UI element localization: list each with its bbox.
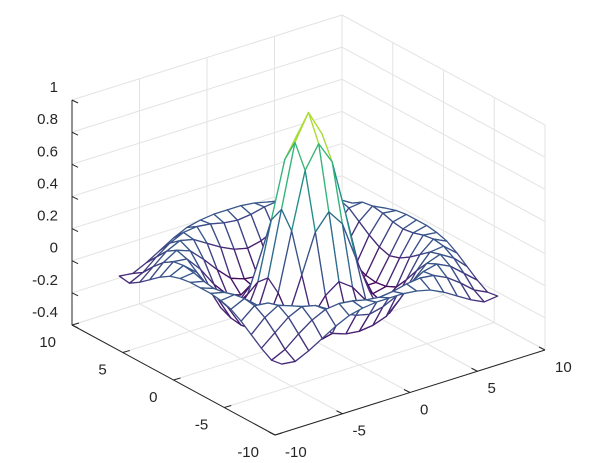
z-tick-label: 0 bbox=[50, 240, 58, 257]
tick-mark bbox=[71, 322, 80, 326]
x-tick-label: -5 bbox=[353, 423, 366, 440]
x-tick-label: -10 bbox=[285, 444, 307, 461]
y-tick-label: -10 bbox=[237, 444, 259, 461]
tick-mark bbox=[268, 431, 276, 436]
y-tick-label: 5 bbox=[98, 361, 106, 378]
grid-line bbox=[341, 14, 546, 126]
tick-mark bbox=[224, 405, 232, 408]
grid-line bbox=[224, 322, 495, 408]
z-tick-label: 0.2 bbox=[37, 208, 58, 225]
tick-mark bbox=[71, 99, 79, 104]
z-tick-label: -0.4 bbox=[32, 304, 58, 321]
grid-line bbox=[341, 78, 546, 190]
tick-mark bbox=[71, 324, 79, 329]
y-tick-label: 0 bbox=[149, 389, 157, 406]
grid-line bbox=[71, 110, 343, 197]
z-tick-label: 0.4 bbox=[37, 175, 58, 192]
z-tick-label: -0.2 bbox=[32, 272, 58, 289]
tick-mark bbox=[71, 195, 79, 200]
grid-line bbox=[71, 46, 343, 133]
grid-line bbox=[341, 175, 546, 287]
tick-mark bbox=[71, 260, 79, 265]
mesh-cell bbox=[270, 348, 296, 365]
grid-line bbox=[341, 110, 546, 222]
grid-line bbox=[341, 143, 546, 255]
tick-mark bbox=[403, 389, 411, 393]
y-tick-label: -5 bbox=[195, 416, 208, 433]
grid-line bbox=[341, 46, 546, 158]
y-tick-label: 10 bbox=[39, 334, 56, 351]
tick-mark bbox=[336, 410, 343, 415]
x-tick-label: 0 bbox=[420, 401, 428, 418]
tick-mark bbox=[274, 432, 283, 436]
tick-mark bbox=[471, 367, 478, 372]
z-tick-label: 0.6 bbox=[37, 143, 58, 160]
tick-mark bbox=[71, 131, 79, 136]
tick-mark bbox=[538, 346, 546, 351]
x-tick-label: 10 bbox=[555, 359, 572, 376]
z-tick-label: 0.8 bbox=[37, 111, 58, 128]
grid-line bbox=[71, 14, 343, 101]
tick-mark bbox=[71, 228, 79, 233]
z-tick-label: 1 bbox=[50, 79, 58, 96]
tick-mark bbox=[71, 163, 79, 168]
tick-mark bbox=[71, 292, 79, 297]
grid-line bbox=[71, 78, 343, 165]
x-tick-label: 5 bbox=[488, 380, 496, 397]
tick-mark bbox=[173, 377, 181, 381]
tick-mark bbox=[122, 350, 130, 353]
